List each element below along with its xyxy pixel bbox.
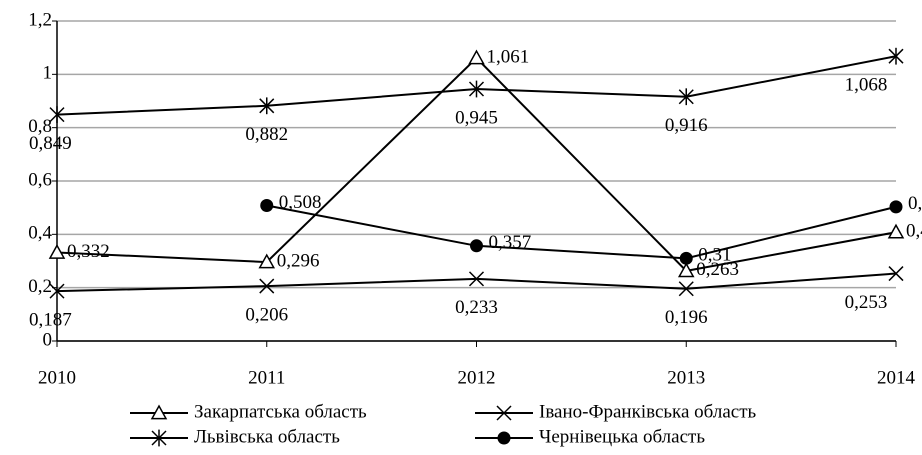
legend-label: Закарпатська область xyxy=(194,401,367,422)
x-tick-label: 2011 xyxy=(248,367,285,388)
y-tick-label: 0 xyxy=(43,329,53,350)
data-label: 0,916 xyxy=(665,115,708,136)
marker xyxy=(677,262,695,278)
data-label: 0,206 xyxy=(245,304,288,325)
y-tick-label: 0,8 xyxy=(28,116,52,137)
marker xyxy=(468,49,485,65)
marker xyxy=(260,199,274,213)
legend-marker xyxy=(496,405,512,421)
x-tick-label: 2012 xyxy=(458,367,496,388)
data-label: 0,503 xyxy=(908,193,922,214)
x-tick-label: 2013 xyxy=(667,367,705,388)
data-label: 0,357 xyxy=(489,232,532,253)
data-label: 0,196 xyxy=(665,307,708,328)
data-label: 0,263 xyxy=(696,259,739,280)
x-tick-label: 2010 xyxy=(38,367,76,388)
y-tick-label: 0,4 xyxy=(28,223,52,244)
marker xyxy=(678,88,694,106)
marker xyxy=(49,283,65,299)
legend-marker xyxy=(150,404,168,420)
data-label: 0,187 xyxy=(29,309,72,330)
marker xyxy=(259,97,275,115)
data-label: 0,508 xyxy=(279,192,322,213)
y-tick-label: 1,2 xyxy=(28,9,52,30)
legend-label: Львівська область xyxy=(194,426,340,447)
marker xyxy=(258,253,276,269)
data-label: 0,882 xyxy=(245,124,288,145)
series-line xyxy=(56,272,897,293)
marker xyxy=(679,251,693,265)
marker xyxy=(49,106,65,123)
marker xyxy=(259,278,275,294)
marker xyxy=(888,47,904,65)
marker xyxy=(470,239,483,253)
marker xyxy=(468,80,485,98)
marker xyxy=(48,243,66,259)
data-label: 0,233 xyxy=(455,297,498,318)
marker xyxy=(468,271,485,287)
marker xyxy=(888,266,904,282)
x-tick-label: 2014 xyxy=(877,367,916,388)
data-label: 0,849 xyxy=(29,133,72,154)
marker xyxy=(887,223,905,239)
y-tick-label: 0,2 xyxy=(28,276,52,297)
legend-label: Чернівецька область xyxy=(539,426,705,447)
data-label: 1,068 xyxy=(845,75,888,96)
data-label: 0,253 xyxy=(845,292,888,313)
marker xyxy=(678,281,694,297)
series-line xyxy=(266,204,897,260)
legend-marker xyxy=(497,431,511,445)
data-label: 0,296 xyxy=(277,250,320,271)
y-tick-label: 0,6 xyxy=(28,169,52,190)
data-label: 0,332 xyxy=(67,241,110,262)
legend-label: Івано-Франківська область xyxy=(539,401,757,422)
data-label: 0,31 xyxy=(698,245,731,266)
legend-marker xyxy=(151,429,167,447)
marker xyxy=(889,200,903,214)
data-label: 1,061 xyxy=(487,46,530,67)
data-label: 0,408 xyxy=(906,221,922,242)
data-label: 0,945 xyxy=(455,107,498,128)
y-tick-label: 1 xyxy=(43,63,53,84)
